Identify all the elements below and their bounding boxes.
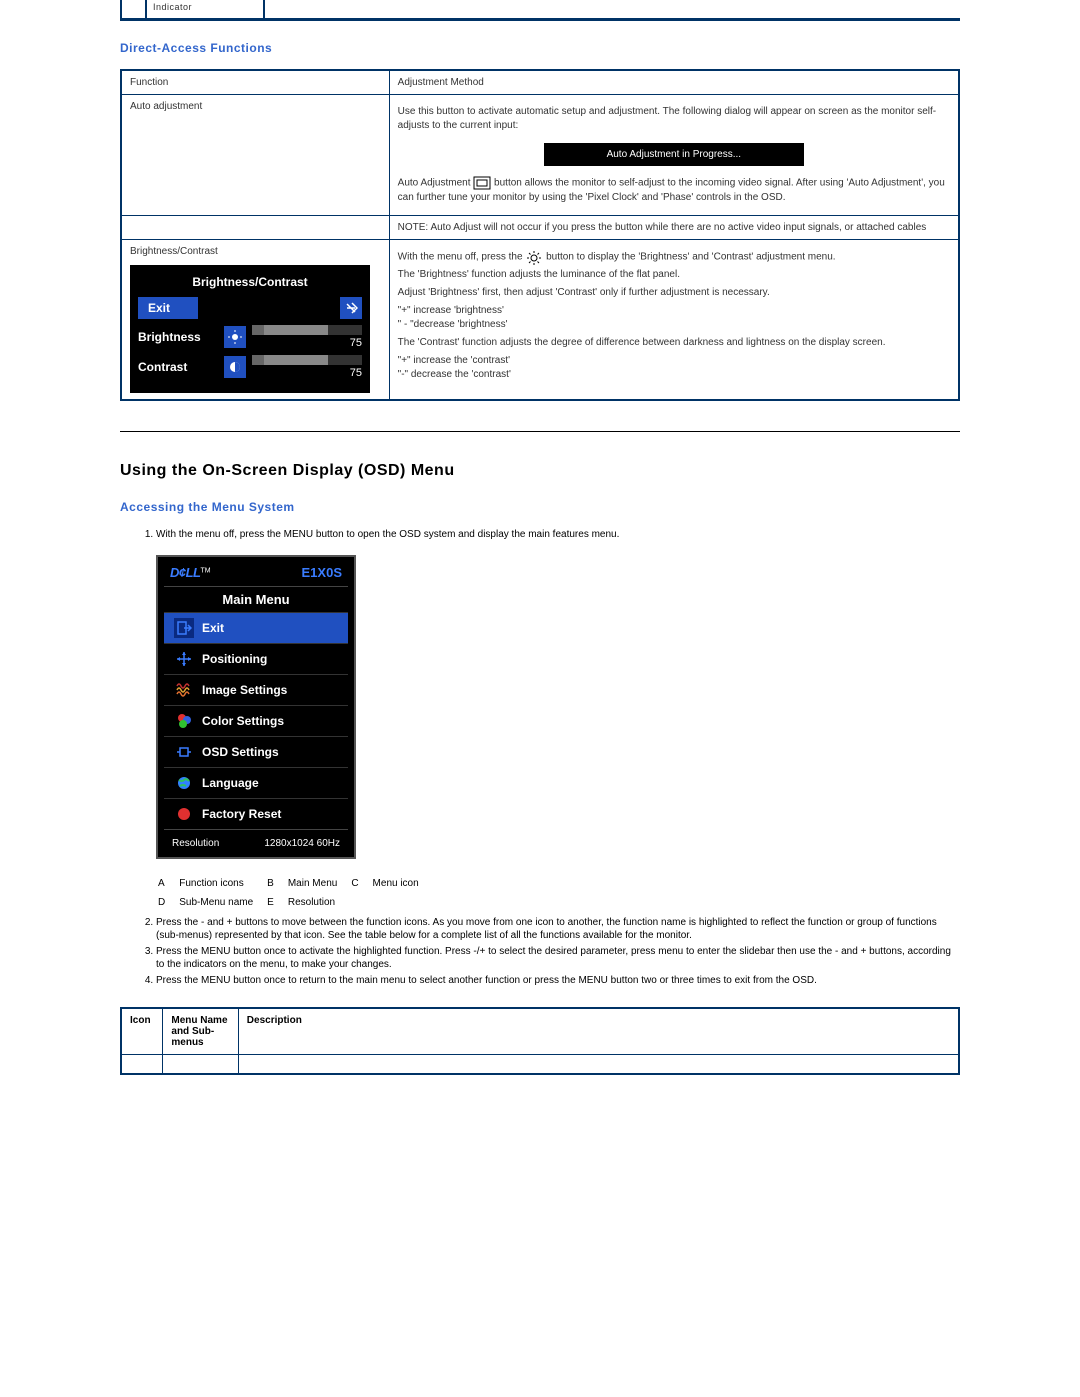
brightness-contrast-panel: Brightness/Contrast Exit Brightness [130,265,370,393]
osd-item-label: Exit [202,621,224,635]
osd-item-osd[interactable]: OSD Settings [164,736,348,767]
legend-table: AFunction icons BMain Menu CMenu icon DS… [156,873,433,913]
sun-icon [525,250,543,264]
osd-item-label: Language [202,776,259,790]
step-1: With the menu off, press the MENU button… [156,528,960,541]
bc-cell: Brightness/Contrast Brightness/Contrast … [121,239,389,400]
auto-note: NOTE: Auto Adjust will not occur if you … [389,215,959,239]
contrast-slider[interactable]: 75 [252,355,362,379]
accessing-heading: Accessing the Menu System [120,500,960,514]
step-2: Press the - and + buttons to move betwee… [156,916,960,942]
top-table-fragment: Indicator [120,0,960,21]
divider [120,431,960,432]
color-icon [174,711,194,731]
auto-adjust-icon [473,176,491,190]
osd-item-label: Image Settings [202,683,287,697]
osd-item-language[interactable]: Language [164,767,348,798]
menu-desc-table: Icon Menu Name and Sub-menus Description [120,1007,960,1076]
brightness-icon [224,326,246,348]
osd-heading: Using the On-Screen Display (OSD) Menu [120,462,960,480]
bc-desc: With the menu off, press the button to d… [389,239,959,400]
osd-item-position[interactable]: Positioning [164,643,348,674]
col-method: Adjustment Method [389,70,959,95]
col-menu-name: Menu Name and Sub-menus [163,1008,238,1055]
steps-list: With the menu off, press the MENU button… [156,528,960,541]
osd-icon [174,742,194,762]
auto-adj-label: Auto adjustment [121,95,389,216]
col-icon: Icon [121,1008,163,1055]
osd-item-label: Factory Reset [202,807,281,821]
direct-access-heading: Direct-Access Functions [120,41,960,55]
osd-item-label: OSD Settings [202,745,279,759]
direct-access-table: Function Adjustment Method Auto adjustme… [120,69,960,401]
footer-resolution-label: Resolution [172,838,219,849]
auto-adj-desc: Use this button to activate automatic se… [389,95,959,216]
language-icon [174,773,194,793]
osd-item-exit[interactable]: Exit [164,612,348,643]
step-3: Press the MENU button once to activate t… [156,945,960,971]
image-icon [174,680,194,700]
position-icon [174,649,194,669]
osd-item-reset[interactable]: Factory Reset [164,798,348,829]
indicator-cell: Indicator [147,0,265,18]
osd-item-label: Positioning [202,652,267,666]
dell-logo: D¢LLTM [170,565,211,580]
steps-list-2: Press the - and + buttons to move betwee… [156,916,960,987]
exit-icon [174,618,194,638]
brightness-slider[interactable]: 75 [252,325,362,349]
col-function: Function [121,70,389,95]
contrast-icon [224,356,246,378]
footer-resolution-value: 1280x1024 60Hz [264,838,340,849]
col-description: Description [238,1008,959,1055]
auto-progress-box: Auto Adjustment in Progress... [544,143,804,166]
exit-icon [340,297,362,319]
osd-item-label: Color Settings [202,714,284,728]
model-label: E1X0S [302,565,342,580]
contrast-label: Contrast [138,360,218,374]
brightness-label: Brightness [138,330,218,344]
exit-button[interactable]: Exit [138,297,198,319]
osd-item-color[interactable]: Color Settings [164,705,348,736]
osd-main-menu: D¢LLTM E1X0S Main Menu Exit Positioning Im… [156,555,356,859]
osd-item-image[interactable]: Image Settings [164,674,348,705]
step-4: Press the MENU button once to return to … [156,974,960,987]
reset-icon [174,804,194,824]
main-menu-title: Main Menu [164,586,348,612]
